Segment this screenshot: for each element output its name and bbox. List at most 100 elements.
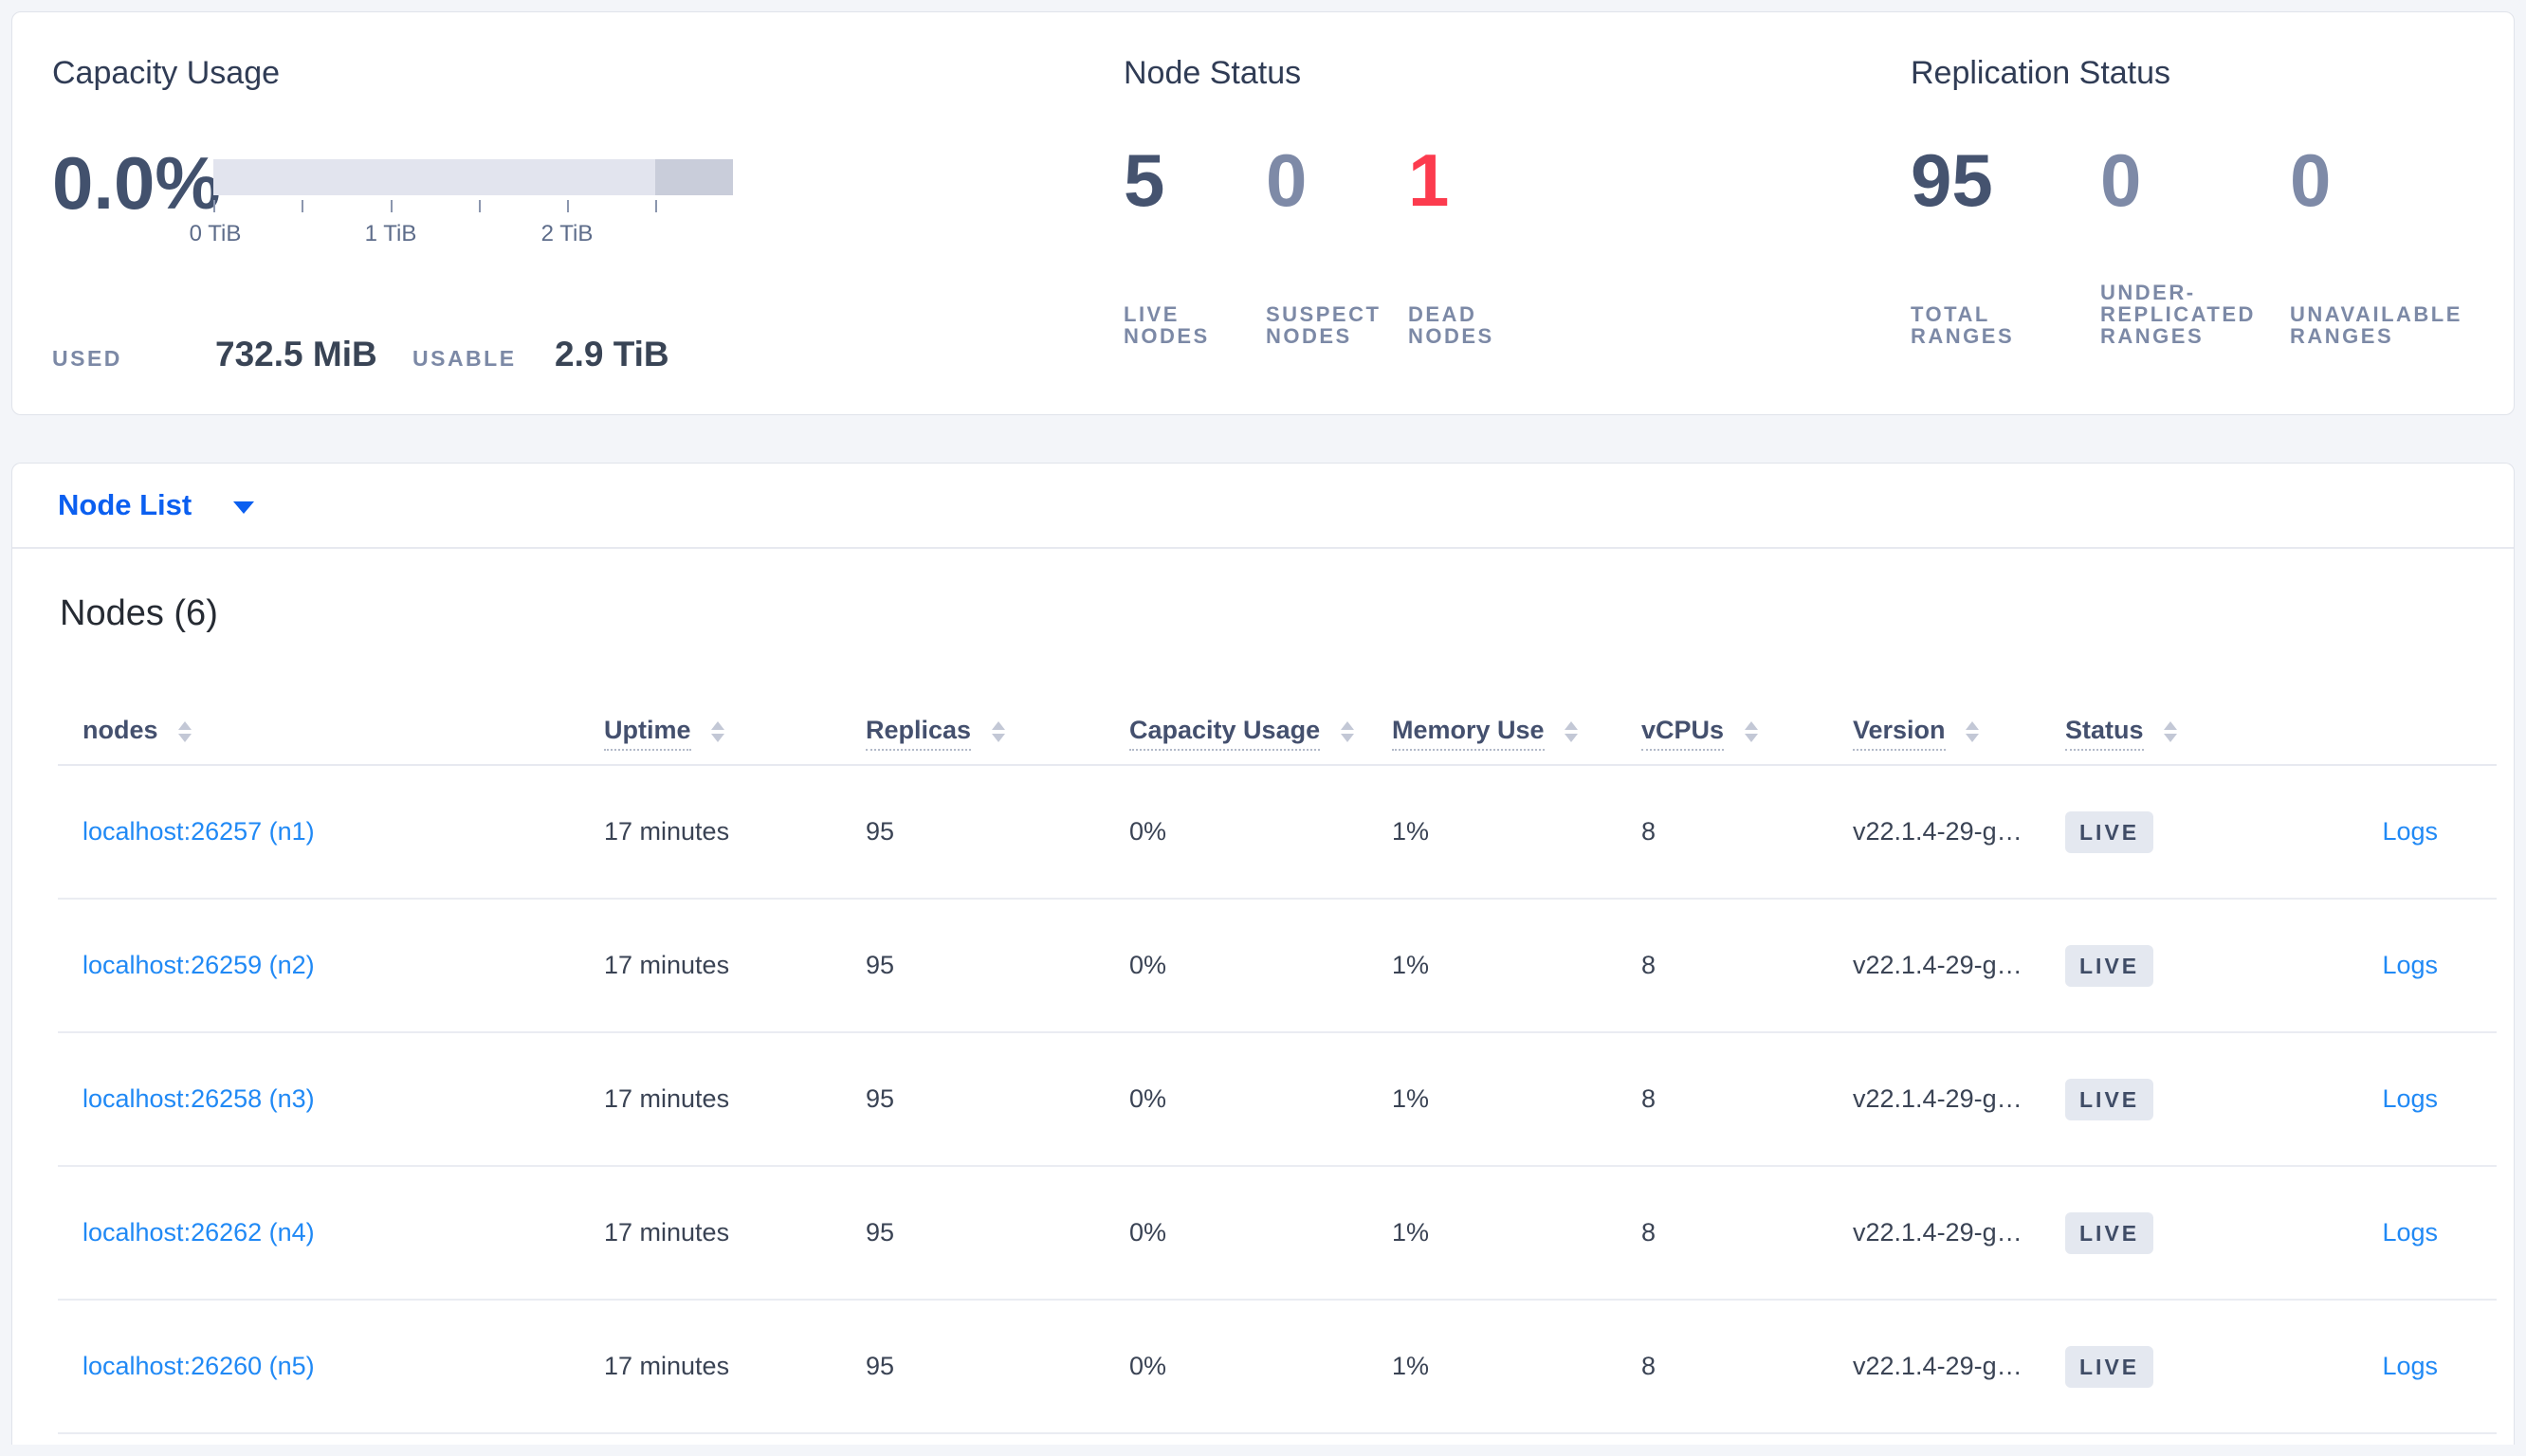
node-link[interactable]: localhost:26260 (n5) — [82, 1352, 315, 1380]
cluster-summary-card: Capacity Usage 0.0% 0 TiB 1 T — [11, 11, 2515, 415]
capacity-usage-title: Capacity Usage — [52, 55, 281, 91]
unavailable-ranges-label: UNAVAILABLE RANGES — [2290, 302, 2462, 348]
replication-status-title: Replication Status — [1911, 55, 2171, 91]
uptime-cell: 17 minutes — [604, 765, 866, 900]
suspect-nodes-count: 0 — [1266, 138, 1308, 222]
capacity-axis-ticks — [213, 200, 733, 217]
column-header-uptime[interactable]: Uptime — [604, 697, 866, 766]
table-row: localhost:26257 (n1) 17 minutes 95 0% 1%… — [58, 765, 2497, 900]
node-status-title: Node Status — [1124, 55, 1302, 91]
uptime-cell: 17 minutes — [604, 1300, 866, 1434]
vcpus-cell: 8 — [1641, 1300, 1853, 1434]
version-cell: v22.1.4-29-g… — [1853, 1300, 2065, 1434]
memory-cell: 1% — [1392, 1032, 1641, 1167]
table-row: localhost:26258 (n3) 17 minutes 95 0% 1%… — [58, 1032, 2497, 1167]
axis-tick-label: 1 TiB — [364, 221, 417, 246]
status-badge: LIVE — [2065, 944, 2154, 987]
version-cell: v22.1.4-29-g… — [1853, 899, 2065, 1033]
unavailable-ranges-metric: 0 UNAVAILABLE RANGES — [2290, 142, 2480, 347]
column-header-vcpus[interactable]: vCPUs — [1641, 697, 1853, 766]
caret-down-icon — [233, 500, 255, 514]
table-row: localhost:26262 (n4) 17 minutes 95 0% 1%… — [58, 1166, 2497, 1301]
sort-icon — [1565, 720, 1579, 742]
column-header-nodes[interactable]: nodes — [58, 697, 604, 766]
suspect-nodes-metric: 0 SUSPECT NODES — [1266, 142, 1408, 347]
capacity-cell: 0% — [1129, 1300, 1392, 1434]
replicas-cell: 95 — [866, 1032, 1129, 1167]
node-link[interactable]: localhost:26257 (n1) — [82, 817, 315, 846]
usable-label: USABLE — [412, 346, 517, 371]
column-header-capacity-usage[interactable]: Capacity Usage — [1129, 697, 1392, 766]
capacity-bar-chart: 0 TiB 1 TiB 2 TiB — [190, 159, 733, 246]
view-selector-dropdown[interactable]: Node List — [12, 464, 2514, 549]
node-link[interactable]: localhost:26259 (n2) — [82, 951, 315, 979]
sort-icon — [991, 720, 1005, 742]
uptime-cell: 17 minutes — [604, 1032, 866, 1167]
usable-value: 2.9 TiB — [555, 335, 669, 373]
axis-tick — [479, 200, 481, 212]
column-header-version[interactable]: Version — [1853, 697, 2065, 766]
sort-icon — [1966, 720, 1980, 742]
logs-link[interactable]: Logs — [2382, 1218, 2438, 1247]
version-cell: v22.1.4-29-g… — [1853, 1166, 2065, 1301]
uptime-cell: 17 minutes — [604, 1166, 866, 1301]
dead-nodes-metric: 1 DEAD NODES — [1408, 142, 1550, 347]
vcpus-cell: 8 — [1641, 1032, 1853, 1167]
node-link[interactable]: localhost:26262 (n4) — [82, 1218, 315, 1247]
column-header-logs — [2279, 697, 2497, 766]
total-ranges-metric: 95 TOTAL RANGES — [1911, 142, 2100, 347]
replicas-cell: 95 — [866, 1300, 1129, 1434]
sort-icon — [1340, 720, 1354, 742]
vcpus-cell: 8 — [1641, 899, 1853, 1033]
suspect-nodes-label: SUSPECT NODES — [1266, 302, 1382, 348]
unavailable-ranges-count: 0 — [2290, 138, 2332, 222]
used-label: USED — [52, 346, 122, 371]
dead-nodes-label: DEAD NODES — [1408, 302, 1494, 348]
column-header-memory-use[interactable]: Memory Use — [1392, 697, 1641, 766]
axis-tick-label: 2 TiB — [540, 221, 594, 246]
live-nodes-count: 5 — [1124, 138, 1165, 222]
capacity-cell: 0% — [1129, 765, 1392, 900]
column-header-status[interactable]: Status — [2065, 697, 2279, 766]
table-row: localhost:26260 (n5) 17 minutes 95 0% 1%… — [58, 1300, 2497, 1434]
capacity-bar-reserved-segment — [655, 159, 733, 195]
table-row: localhost:26259 (n2) 17 minutes 95 0% 1%… — [58, 899, 2497, 1033]
sort-icon — [2164, 720, 2178, 742]
memory-cell: 1% — [1392, 1166, 1641, 1301]
logs-link[interactable]: Logs — [2382, 951, 2438, 979]
replicas-cell: 95 — [866, 765, 1129, 900]
vcpus-cell: 8 — [1641, 1166, 1853, 1301]
memory-cell: 1% — [1392, 1300, 1641, 1434]
status-badge: LIVE — [2065, 1211, 2154, 1254]
table-header-row: nodes Uptime Replicas Capacity Usage Mem… — [58, 697, 2497, 766]
axis-tick — [213, 200, 215, 212]
sort-icon — [711, 720, 725, 742]
logs-link[interactable]: Logs — [2382, 817, 2438, 846]
uptime-cell: 17 minutes — [604, 899, 866, 1033]
vcpus-cell: 8 — [1641, 765, 1853, 900]
axis-tick — [655, 200, 657, 212]
axis-tick — [567, 200, 569, 212]
capacity-usage-section: Capacity Usage 0.0% 0 TiB 1 T — [52, 54, 1124, 414]
version-cell: v22.1.4-29-g… — [1853, 765, 2065, 900]
status-badge: LIVE — [2065, 1345, 2154, 1388]
capacity-bar-available-segment — [213, 159, 655, 195]
status-badge: LIVE — [2065, 1078, 2154, 1120]
capacity-cell: 0% — [1129, 899, 1392, 1033]
view-selector-label: Node List — [58, 488, 192, 521]
logs-link[interactable]: Logs — [2382, 1352, 2438, 1380]
capacity-cell: 0% — [1129, 1032, 1392, 1167]
replicas-cell: 95 — [866, 899, 1129, 1033]
sort-icon — [178, 720, 192, 742]
axis-tick — [302, 200, 303, 212]
column-header-replicas[interactable]: Replicas — [866, 697, 1129, 766]
replication-status-section: Replication Status 95 TOTAL RANGES 0 UND… — [1911, 54, 2514, 414]
under-replicated-ranges-metric: 0 UNDER- REPLICATED RANGES — [2100, 142, 2290, 347]
live-nodes-label: LIVE NODES — [1124, 302, 1210, 348]
used-value: 732.5 MiB — [215, 335, 377, 373]
node-link[interactable]: localhost:26258 (n3) — [82, 1084, 315, 1113]
sort-icon — [1744, 720, 1758, 742]
nodes-table: nodes Uptime Replicas Capacity Usage Mem… — [58, 697, 2497, 1434]
logs-link[interactable]: Logs — [2382, 1084, 2438, 1113]
memory-cell: 1% — [1392, 765, 1641, 900]
